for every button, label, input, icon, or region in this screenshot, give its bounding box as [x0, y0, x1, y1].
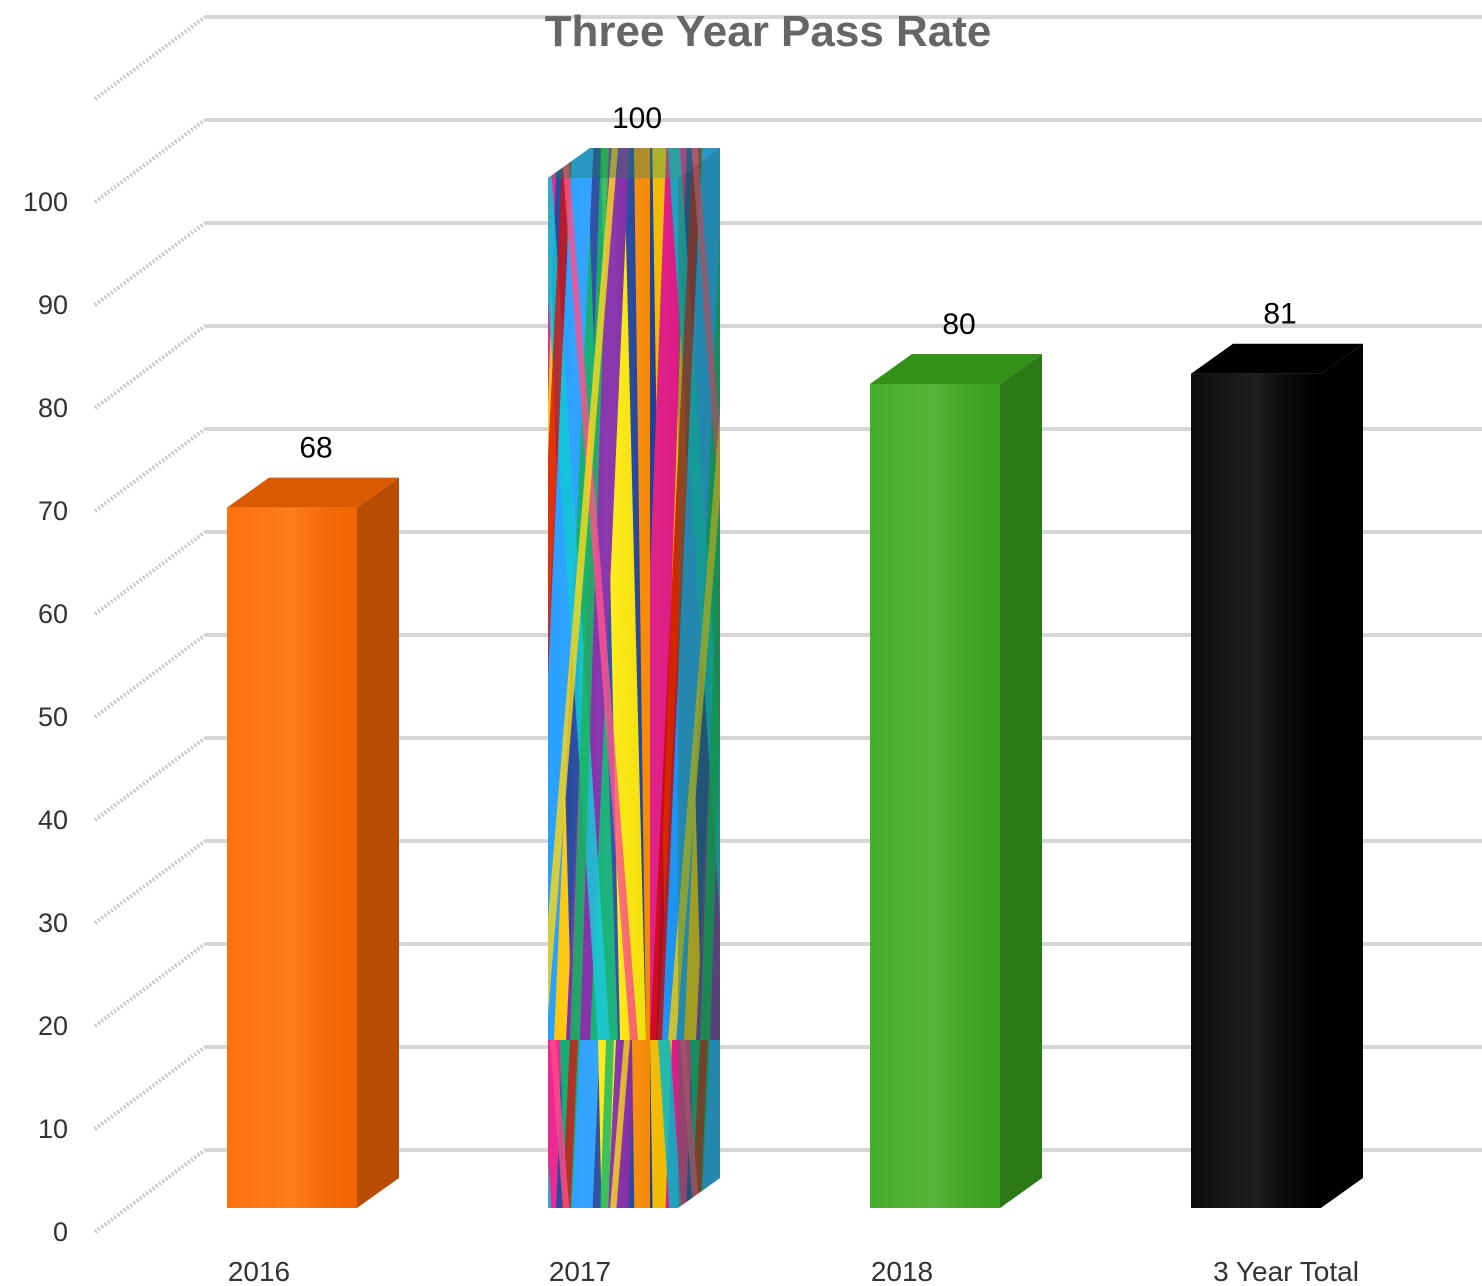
side-wall-gridline: [93, 530, 207, 616]
x-tick-label: 2016: [228, 1256, 290, 1286]
y-tick-label: 30: [38, 908, 68, 938]
bar-side: [1321, 343, 1363, 1208]
bar-top: [870, 354, 1042, 384]
bar-side-pattern: [678, 148, 720, 1208]
side-wall-gridline: [93, 1148, 207, 1234]
bar-front-highlight: [227, 507, 357, 1209]
data-label: 80: [942, 308, 975, 341]
y-tick-label: 60: [38, 599, 68, 629]
bar-side: [357, 477, 399, 1209]
y-tick-label: 10: [38, 1114, 68, 1144]
chart-title: Three Year Pass Rate: [545, 7, 992, 56]
side-wall-gridline: [93, 324, 207, 410]
y-tick-label: 20: [38, 1011, 68, 1041]
bar-top-pattern: [548, 148, 720, 178]
y-tick-label: 70: [38, 496, 68, 526]
data-label: 100: [612, 102, 662, 135]
x-tick-label: 2017: [549, 1256, 611, 1286]
bar-2016: [227, 477, 399, 1209]
y-tick-label: 40: [38, 805, 68, 835]
data-label: 81: [1263, 298, 1296, 331]
y-tick-label: 90: [38, 290, 68, 320]
bar-front-highlight: [870, 384, 1000, 1208]
y-tick-label: 80: [38, 393, 68, 423]
side-wall-gridline: [93, 15, 207, 101]
bar-front-highlight: [548, 178, 678, 1208]
labels: 0 10 20 30 40 50 60 70 80 90 100 68 2016 100 2017 80 201…: [23, 102, 1359, 1286]
bar-2018: [870, 354, 1042, 1208]
side-wall-gridline: [93, 736, 207, 822]
y-tick-label: 0: [53, 1217, 68, 1247]
side-wall-gridline: [93, 1045, 207, 1131]
bar-2017: [548, 148, 720, 1208]
data-label: 68: [299, 432, 332, 465]
side-wall-gridline: [93, 427, 207, 513]
bar-front-highlight: [1191, 373, 1321, 1208]
x-tick-label: 3 Year Total: [1213, 1256, 1359, 1286]
side-wall-gridline: [93, 839, 207, 925]
bar-3-year-total: [1191, 343, 1363, 1208]
bar-top: [227, 477, 399, 508]
side-wall-gridline: [93, 633, 207, 719]
bars: [227, 148, 1363, 1209]
y-tick-label: 100: [23, 187, 68, 217]
side-wall-gridline: [93, 118, 207, 204]
side-wall-gridline: [93, 942, 207, 1028]
bar-top: [1191, 343, 1363, 374]
side-wall-gridline: [93, 221, 207, 307]
bar-side: [1000, 354, 1042, 1208]
y-tick-label: 50: [38, 702, 68, 732]
x-tick-label: 2018: [871, 1256, 933, 1286]
